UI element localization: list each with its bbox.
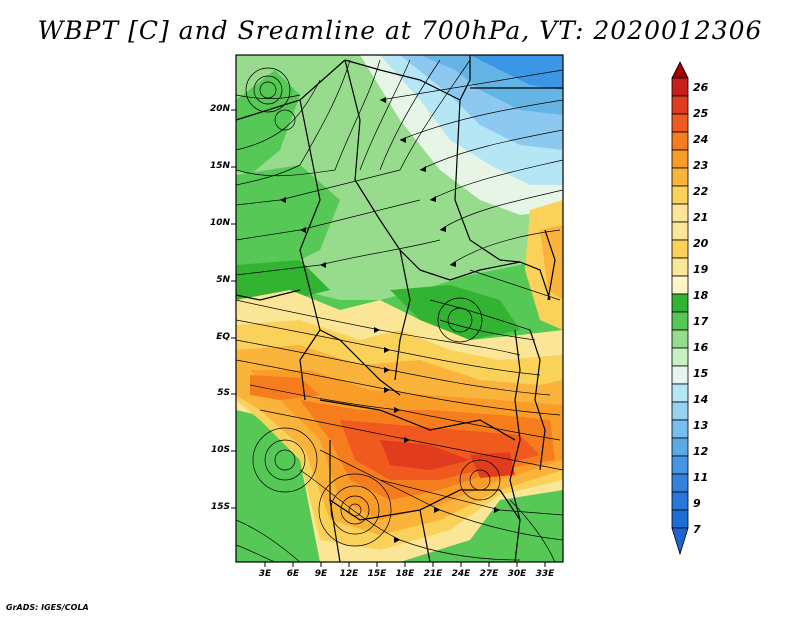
wbpt-shading [236,55,563,562]
lon-label: 9E [314,569,328,579]
lat-label: 15N [209,161,230,171]
colorbar-label: 22 [693,185,709,198]
colorbar [671,61,689,556]
colorbar-label: 21 [693,211,709,224]
lon-label: 33E [535,569,555,579]
colorbar-label: 17 [693,315,709,328]
colorbar-label: 26 [693,81,709,94]
colorbar-label: 14 [693,393,709,406]
lon-label: 3E [258,569,272,579]
lat-label: 10N [209,218,230,228]
colorbar-label: 11 [693,471,709,484]
lon-label: 12E [339,569,359,579]
credit-text: GrADS: IGES/COLA [6,603,89,612]
colorbar-label: 7 [693,523,701,536]
lat-label: 5S [217,388,230,398]
colorbar-label: 20 [693,237,709,250]
colorbar-label: 12 [693,445,709,458]
lat-label: EQ [216,332,230,342]
colorbar-label: 25 [693,107,709,120]
colorbar-label: 13 [693,419,709,432]
colorbar-label: 9 [693,497,701,510]
colorbar-label: 24 [693,133,709,146]
colorbar-label: 16 [693,341,709,354]
lon-label: 6E [286,569,300,579]
lat-label: 20N [209,104,230,114]
colorbar-label: 18 [693,289,709,302]
lon-label: 24E [451,569,471,579]
lon-label: 15E [367,569,387,579]
lon-label: 27E [479,569,499,579]
colorbar-label: 15 [693,367,709,380]
lat-label: 10S [210,445,230,455]
lon-label: 21E [423,569,443,579]
lon-label: 18E [395,569,415,579]
lon-label: 30E [507,569,527,579]
chart-title: WBPT [C] and Sreamline at 700hPa, VT: 20… [37,16,763,45]
lat-label: 15S [210,502,230,512]
lat-label: 5N [216,275,230,285]
colorbar-label: 23 [693,159,709,172]
colorbar-label: 19 [693,263,709,276]
